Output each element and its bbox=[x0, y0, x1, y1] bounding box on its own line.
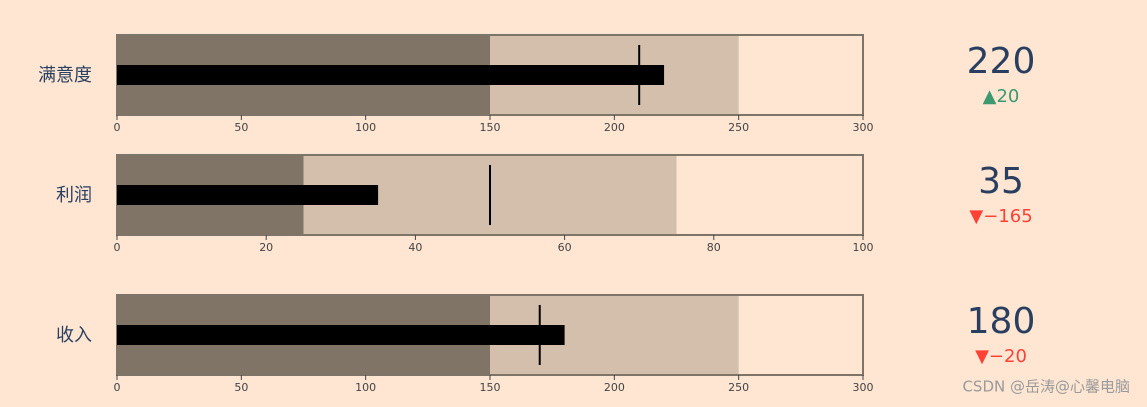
value-bar bbox=[117, 185, 379, 205]
gauge-title: 满意度 bbox=[38, 65, 92, 86]
x-tick-label: 300 bbox=[853, 381, 874, 394]
x-tick-label: 0 bbox=[114, 241, 121, 254]
value-number: 35 bbox=[978, 161, 1024, 202]
x-tick-label: 80 bbox=[707, 241, 721, 254]
gauge-title: 利润 bbox=[56, 185, 92, 206]
x-tick-label: 50 bbox=[234, 381, 248, 394]
x-tick-label: 0 bbox=[114, 121, 121, 134]
x-tick-label: 200 bbox=[604, 381, 625, 394]
watermark: CSDN @岳涛@心馨电脑 bbox=[962, 378, 1130, 396]
x-tick-label: 50 bbox=[234, 121, 248, 134]
x-tick-label: 60 bbox=[558, 241, 572, 254]
x-tick-label: 250 bbox=[728, 121, 749, 134]
x-tick-label: 100 bbox=[853, 241, 874, 254]
x-tick-label: 20 bbox=[259, 241, 273, 254]
value-number: 220 bbox=[967, 41, 1036, 82]
x-tick-label: 100 bbox=[355, 381, 376, 394]
x-tick-label: 0 bbox=[114, 381, 121, 394]
x-tick-label: 40 bbox=[408, 241, 422, 254]
delta-label: ▼−165 bbox=[969, 206, 1032, 227]
gauge-title: 收入 bbox=[56, 325, 92, 346]
x-tick-label: 250 bbox=[728, 381, 749, 394]
x-tick-label: 100 bbox=[355, 121, 376, 134]
value-number: 180 bbox=[967, 301, 1036, 342]
delta-label: ▼−20 bbox=[975, 346, 1027, 367]
x-tick-label: 150 bbox=[480, 121, 501, 134]
value-bar bbox=[117, 325, 565, 345]
x-tick-label: 300 bbox=[853, 121, 874, 134]
value-bar bbox=[117, 65, 665, 85]
x-tick-label: 200 bbox=[604, 121, 625, 134]
x-tick-label: 150 bbox=[480, 381, 501, 394]
delta-label: ▲20 bbox=[983, 86, 1020, 107]
